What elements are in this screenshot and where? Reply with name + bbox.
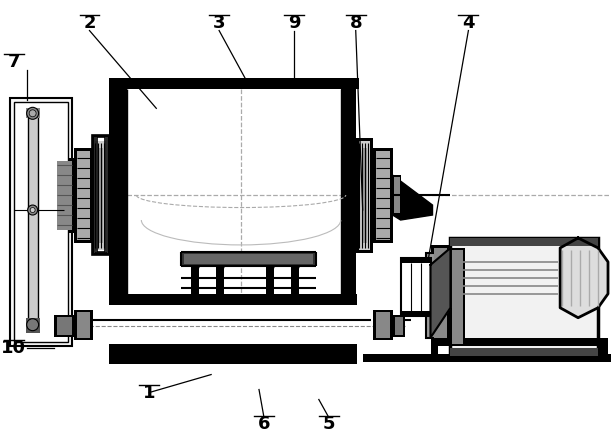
Bar bbox=[431, 338, 608, 346]
Bar bbox=[376, 312, 390, 338]
Bar bbox=[127, 89, 341, 294]
Bar bbox=[450, 238, 598, 356]
Bar bbox=[359, 141, 370, 250]
Bar bbox=[401, 311, 431, 316]
Bar bbox=[109, 294, 357, 305]
Bar bbox=[453, 250, 463, 343]
Text: 7: 7 bbox=[7, 53, 20, 72]
Polygon shape bbox=[560, 238, 608, 318]
Bar bbox=[291, 267, 299, 299]
Bar bbox=[356, 138, 373, 253]
Text: 3: 3 bbox=[213, 14, 225, 31]
Bar bbox=[54, 315, 75, 337]
Circle shape bbox=[30, 208, 35, 213]
Bar bbox=[27, 112, 38, 330]
Text: 5: 5 bbox=[323, 415, 335, 434]
Bar bbox=[95, 137, 108, 253]
Bar bbox=[184, 254, 313, 264]
Bar bbox=[109, 78, 359, 89]
Bar bbox=[57, 317, 71, 335]
Text: 8: 8 bbox=[349, 14, 362, 31]
Bar bbox=[73, 310, 93, 339]
Bar bbox=[395, 317, 403, 335]
Bar bbox=[393, 177, 400, 213]
Polygon shape bbox=[393, 175, 433, 220]
Text: 1: 1 bbox=[143, 384, 156, 401]
Bar bbox=[109, 354, 357, 364]
Bar bbox=[376, 151, 390, 240]
Bar bbox=[450, 348, 598, 356]
Bar bbox=[13, 103, 68, 342]
Text: 10: 10 bbox=[1, 339, 26, 357]
Bar bbox=[450, 248, 466, 346]
Bar bbox=[341, 89, 356, 299]
Bar bbox=[191, 267, 199, 299]
Bar bbox=[10, 99, 71, 346]
Bar bbox=[92, 135, 111, 255]
Bar bbox=[425, 253, 436, 338]
Circle shape bbox=[27, 205, 38, 215]
Bar bbox=[266, 267, 274, 299]
Bar bbox=[600, 346, 608, 358]
Bar bbox=[216, 267, 224, 299]
Bar bbox=[431, 346, 439, 358]
Polygon shape bbox=[431, 248, 450, 338]
Bar bbox=[393, 315, 404, 337]
Bar bbox=[54, 158, 75, 233]
Bar bbox=[181, 252, 316, 266]
Bar bbox=[76, 151, 90, 240]
Bar bbox=[98, 148, 103, 243]
Bar bbox=[26, 108, 40, 118]
Bar bbox=[362, 148, 367, 243]
Bar bbox=[92, 135, 111, 255]
Bar bbox=[401, 258, 431, 263]
Text: 6: 6 bbox=[258, 415, 270, 434]
Bar bbox=[373, 148, 393, 243]
Bar bbox=[109, 89, 127, 299]
Bar bbox=[393, 175, 401, 215]
Text: 9: 9 bbox=[288, 14, 300, 31]
Bar bbox=[363, 354, 611, 362]
Circle shape bbox=[27, 319, 38, 331]
Bar bbox=[450, 238, 598, 246]
Bar bbox=[98, 137, 106, 252]
Bar bbox=[373, 310, 393, 339]
Bar bbox=[57, 161, 71, 230]
Bar bbox=[109, 343, 357, 354]
Bar bbox=[434, 248, 447, 342]
Bar bbox=[26, 318, 40, 333]
Text: 4: 4 bbox=[462, 14, 475, 31]
Bar bbox=[431, 245, 450, 345]
Bar bbox=[95, 141, 106, 250]
Text: 2: 2 bbox=[83, 14, 96, 31]
Bar bbox=[73, 148, 93, 243]
Bar bbox=[76, 312, 90, 338]
Circle shape bbox=[29, 110, 36, 117]
Circle shape bbox=[27, 107, 38, 119]
Bar bbox=[95, 136, 108, 253]
Bar bbox=[92, 138, 109, 253]
Bar bbox=[401, 258, 431, 316]
